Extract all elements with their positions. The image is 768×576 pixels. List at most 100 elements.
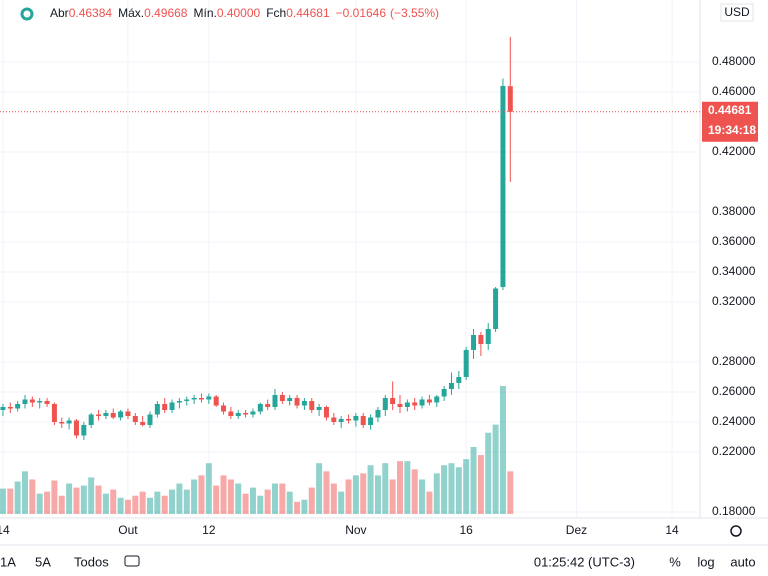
price-label: 0.44681 xyxy=(708,103,752,117)
candle-body xyxy=(125,411,131,416)
candle-body xyxy=(44,400,50,404)
candle-body xyxy=(272,394,278,407)
x-tick-label: 12 xyxy=(202,523,216,537)
candle-body xyxy=(368,417,374,425)
candle-body xyxy=(176,400,182,403)
candle-body xyxy=(434,396,440,403)
volume-bar xyxy=(183,489,190,514)
volume-bar xyxy=(316,463,323,514)
candle-body xyxy=(0,406,6,410)
candle-body xyxy=(360,415,366,425)
volume-bar xyxy=(397,461,403,514)
volume-bar xyxy=(169,489,176,514)
candle-body xyxy=(301,400,307,406)
candle-body xyxy=(140,421,146,425)
volume-bar xyxy=(507,471,514,514)
scale-option[interactable]: auto xyxy=(730,554,755,569)
candle-body xyxy=(323,406,329,418)
volume-bar xyxy=(88,477,95,514)
volume-bar xyxy=(117,497,124,514)
y-tick-label: 0.48000 xyxy=(712,54,756,68)
x-tick-label: 14 xyxy=(0,523,10,537)
volume-bar xyxy=(308,487,315,514)
candle-body xyxy=(103,412,109,416)
range-button[interactable]: 5A xyxy=(35,554,51,569)
range-button[interactable]: Todos xyxy=(74,554,109,569)
volume-bar xyxy=(102,493,109,514)
candle-body xyxy=(213,396,219,406)
candle-body xyxy=(162,403,168,410)
candle-body xyxy=(110,412,116,418)
volume-bar xyxy=(147,497,153,514)
volume-bar xyxy=(463,459,470,514)
candle-body xyxy=(478,334,484,344)
candle-body xyxy=(316,406,322,410)
candle-body xyxy=(397,403,403,407)
volume-bar xyxy=(205,463,212,514)
volume-bar xyxy=(382,463,389,514)
y-tick-label: 0.18000 xyxy=(712,504,756,518)
y-tick-label: 0.26000 xyxy=(712,384,756,398)
candle-body xyxy=(29,399,35,403)
candle-body xyxy=(441,388,447,397)
scale-option[interactable]: log xyxy=(697,554,714,569)
volume-bar xyxy=(374,475,381,514)
volume-bar xyxy=(433,473,440,514)
volume-bar xyxy=(73,487,80,514)
legend-change: −0.01646 xyxy=(336,6,387,20)
timezone-icon[interactable] xyxy=(124,555,140,567)
y-tick-label: 0.42000 xyxy=(712,144,756,158)
legend-close-label: Fch xyxy=(266,6,286,20)
candle-body xyxy=(294,397,300,406)
icon-part xyxy=(124,555,140,567)
volume-bar xyxy=(499,386,506,514)
volume-bar xyxy=(367,465,374,514)
volume-bar xyxy=(29,479,36,514)
volume-bar xyxy=(441,465,448,514)
volume-bar xyxy=(249,487,256,514)
candle-body xyxy=(132,415,138,422)
legend-low-label: Mín. xyxy=(193,6,216,20)
volume-bar xyxy=(227,479,234,514)
volume-bar xyxy=(257,495,264,514)
volume-bar xyxy=(213,485,220,514)
volume-bar xyxy=(139,491,146,514)
volume-bar xyxy=(110,489,117,514)
volume-bar xyxy=(477,455,484,514)
legend-high-label: Máx. xyxy=(118,6,144,20)
candle-body xyxy=(382,397,388,410)
candle-body xyxy=(493,288,499,329)
candle-body xyxy=(250,411,256,415)
volume-bar xyxy=(66,483,73,514)
volume-bar xyxy=(323,471,330,514)
volume-bar xyxy=(419,479,426,514)
candle-body xyxy=(81,424,87,436)
candle-body xyxy=(412,402,418,406)
y-tick-label: 0.28000 xyxy=(712,354,756,368)
volume-bar xyxy=(470,446,477,514)
x-tick-label: 14 xyxy=(665,523,679,537)
volume-bar xyxy=(124,499,131,514)
settings-icon[interactable] xyxy=(730,525,742,537)
candle-body xyxy=(338,418,344,422)
volume-bar xyxy=(36,493,43,514)
y-tick-label: 0.38000 xyxy=(712,204,756,218)
scale-option[interactable]: % xyxy=(669,554,681,569)
candle-body xyxy=(265,403,271,407)
volume-bar xyxy=(338,491,345,514)
candle-body xyxy=(257,403,263,412)
volume-bar xyxy=(7,488,14,514)
range-button[interactable]: 1A xyxy=(0,554,16,569)
candle-body xyxy=(404,402,410,407)
volume-bar xyxy=(272,483,278,514)
volume-bar xyxy=(80,485,87,514)
volume-bar xyxy=(58,495,65,514)
volume-bar xyxy=(242,493,249,514)
volume-bar xyxy=(330,483,337,514)
legend-high: 0.49668 xyxy=(144,6,188,20)
volume-bar xyxy=(492,424,499,514)
price-label-box xyxy=(702,101,758,142)
y-tick-label: 0.34000 xyxy=(712,264,756,278)
volume-bar xyxy=(264,489,271,514)
y-tick-label: 0.24000 xyxy=(712,414,756,428)
